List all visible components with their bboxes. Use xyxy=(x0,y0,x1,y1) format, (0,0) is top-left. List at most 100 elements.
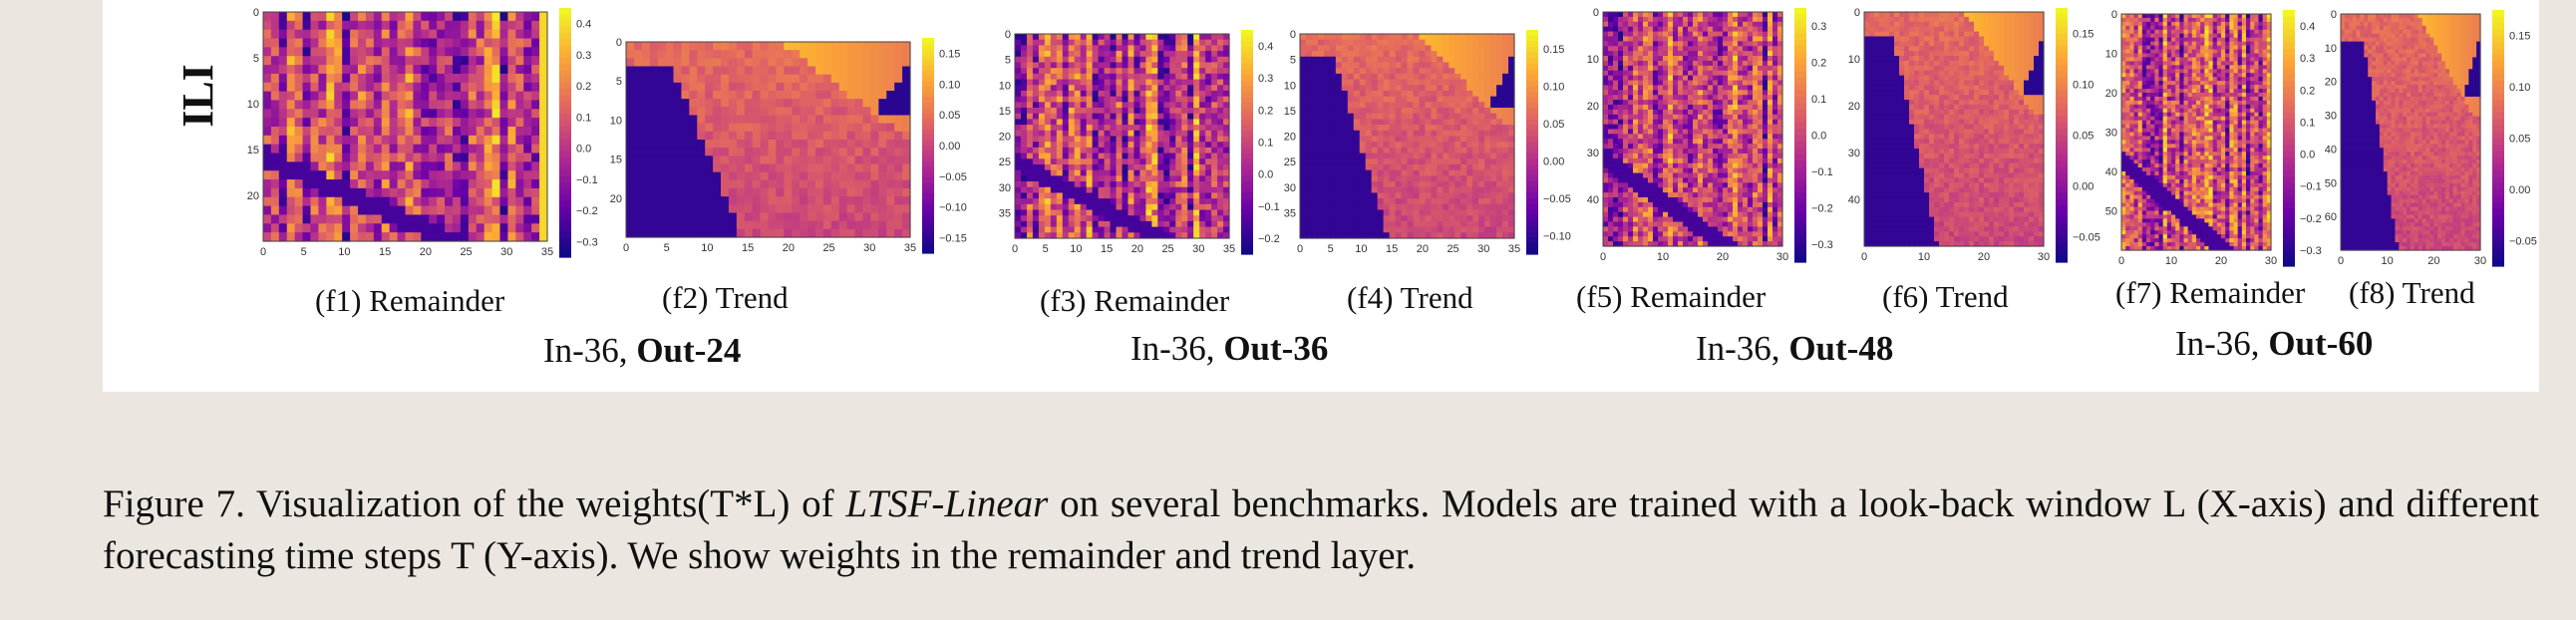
heatmap-cell xyxy=(1217,51,1224,58)
heatmap-cell xyxy=(1305,181,1313,188)
heatmap-cell xyxy=(626,228,635,238)
heatmap-cell xyxy=(1347,85,1355,92)
heatmap-cell xyxy=(1437,158,1444,165)
heatmap-cell xyxy=(1738,12,1744,18)
heatmap-cell xyxy=(1347,62,1355,69)
heatmap-cell xyxy=(1104,56,1112,64)
heatmap-cell xyxy=(286,232,296,242)
heatmap-cell xyxy=(523,232,532,242)
heatmap-cell xyxy=(397,38,407,48)
heatmap-cell xyxy=(1110,215,1118,222)
heatmap-cell xyxy=(1502,169,1509,176)
heatmap-cell xyxy=(1068,147,1076,155)
heatmap-cell xyxy=(1365,68,1373,75)
heatmap-cell xyxy=(1768,12,1773,18)
heatmap-cell xyxy=(807,131,816,141)
heatmap-cell xyxy=(1377,215,1385,222)
heatmap-cell xyxy=(1163,232,1170,239)
heatmap-cell xyxy=(1092,169,1100,176)
heatmap-cell xyxy=(1026,163,1034,171)
heatmap-cell xyxy=(878,204,887,214)
heatmap-cell xyxy=(1613,41,1619,47)
heatmap-cell xyxy=(792,123,801,133)
heatmap-cell xyxy=(515,232,524,242)
heatmap-cell xyxy=(1116,147,1124,155)
heatmap-cell xyxy=(1098,119,1106,126)
heatmap-cell xyxy=(713,212,722,222)
heatmap-cell xyxy=(1092,158,1100,165)
heatmap-cell xyxy=(365,144,375,155)
heatmap-cell xyxy=(728,148,738,156)
heatmap-cell xyxy=(713,123,722,133)
heatmap-cell xyxy=(1074,198,1082,205)
heatmap-cell xyxy=(365,109,375,119)
heatmap-cell xyxy=(1169,203,1176,211)
heatmap-cell xyxy=(1490,158,1497,165)
heatmap-cell xyxy=(453,20,462,31)
heatmap-cell xyxy=(468,38,478,48)
heatmap-cell xyxy=(854,188,864,197)
colorbar-segment xyxy=(559,14,571,22)
heatmap-cell xyxy=(1335,153,1343,159)
heatmap-cell xyxy=(421,100,430,110)
heatmap-cell xyxy=(1223,90,1230,98)
heatmap-cell xyxy=(1365,39,1373,46)
heatmap-cell xyxy=(1050,232,1058,239)
heatmap-cell xyxy=(358,38,367,48)
heatmap-cell xyxy=(633,163,643,173)
heatmap-cell xyxy=(1329,158,1337,165)
heatmap-cell xyxy=(1223,163,1230,171)
heatmap-cell xyxy=(768,99,778,108)
x-tick-label: 10 xyxy=(1355,243,1367,255)
heatmap-cell xyxy=(1116,220,1124,228)
heatmap-cell xyxy=(1663,26,1669,33)
heatmap-cell xyxy=(1678,56,1684,62)
heatmap-cell xyxy=(1407,45,1415,52)
heatmap-cell xyxy=(1020,73,1028,81)
heatmap-cell xyxy=(1658,41,1664,47)
heatmap-cell xyxy=(483,82,493,93)
heatmap-cell xyxy=(1460,90,1467,98)
heatmap-cell xyxy=(1443,85,1449,92)
heatmap-cell xyxy=(1472,158,1479,165)
heatmap-cell xyxy=(1472,108,1479,115)
heatmap-cell xyxy=(1068,142,1076,149)
heatmap-cell xyxy=(421,205,430,216)
heatmap-cell xyxy=(822,204,832,214)
heatmap-cell xyxy=(1437,209,1444,216)
heatmap-cell xyxy=(1323,85,1331,92)
heatmap-cell xyxy=(1211,153,1218,159)
heatmap-cell xyxy=(1110,142,1118,149)
heatmap-cell xyxy=(1116,198,1124,205)
heatmap-cell xyxy=(1317,102,1325,109)
heatmap-cell xyxy=(334,65,343,75)
heatmap-cell xyxy=(1187,226,1194,233)
heatmap-cell xyxy=(1688,41,1694,47)
heatmap-cell xyxy=(1341,153,1349,159)
heatmap-cell xyxy=(1145,192,1152,199)
heatmap-cell xyxy=(1151,90,1158,98)
heatmap-cell xyxy=(286,127,296,137)
heatmap-cell xyxy=(1347,45,1355,52)
heatmap-cell xyxy=(1317,215,1325,222)
heatmap-cell xyxy=(1733,12,1739,18)
heatmap-cell xyxy=(1703,41,1709,47)
heatmap-cell xyxy=(1437,142,1444,149)
heatmap-cell xyxy=(491,223,501,233)
heatmap-cell xyxy=(1217,186,1224,194)
heatmap-cell xyxy=(483,20,493,31)
heatmap-cell xyxy=(1110,56,1118,64)
heatmap-cell xyxy=(1223,147,1230,155)
heatmap-cell xyxy=(1050,220,1058,228)
heatmap-cell xyxy=(310,205,320,216)
heatmap-cell xyxy=(1359,142,1367,149)
heatmap-cell xyxy=(902,115,911,125)
heatmap-cell xyxy=(665,163,675,173)
heatmap-cell xyxy=(1133,142,1141,149)
heatmap-cell xyxy=(1395,175,1403,182)
heatmap-cell xyxy=(697,148,706,156)
heatmap-cell xyxy=(1157,79,1164,86)
heatmap-cell xyxy=(1460,192,1467,199)
heatmap-cell xyxy=(1050,90,1058,98)
heatmap-cell xyxy=(1074,90,1082,98)
